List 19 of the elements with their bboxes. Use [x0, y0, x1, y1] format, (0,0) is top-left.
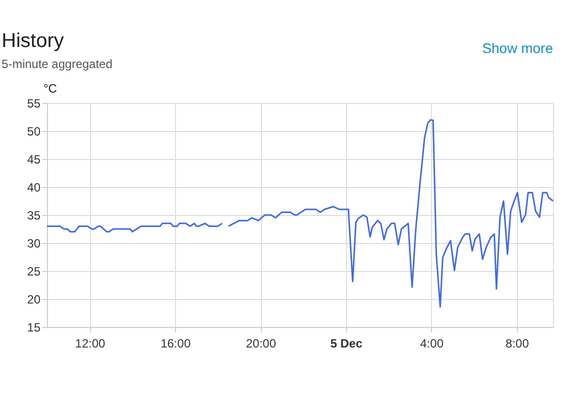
text: Show more — [482, 40, 554, 56]
y-tick-label: 55 — [27, 96, 41, 110]
y-tick-label: 50 — [27, 124, 41, 138]
y-tick-label: 30 — [27, 236, 41, 250]
y-tick-label: 25 — [27, 264, 41, 278]
chart-subtitle: 5-minute aggregated — [2, 57, 112, 71]
x-tick-label: 8:00 — [506, 336, 530, 350]
y-tick-label: 15 — [27, 320, 41, 334]
x-tick-label: 4:00 — [420, 336, 444, 350]
x-tick-label: 16:00 — [160, 336, 191, 350]
x-tick-label: 12:00 — [75, 336, 106, 350]
x-tick-label: 20:00 — [246, 336, 276, 350]
x-tick-label: 5 Dec — [330, 336, 363, 350]
y-tick-label: 35 — [27, 208, 41, 222]
y-tick-label: 45 — [27, 152, 41, 166]
y-tick-label: 20 — [27, 292, 41, 306]
chart-title: History — [2, 30, 64, 52]
y-tick-label: 40 — [27, 180, 41, 194]
y-axis-title: °C — [44, 82, 58, 96]
